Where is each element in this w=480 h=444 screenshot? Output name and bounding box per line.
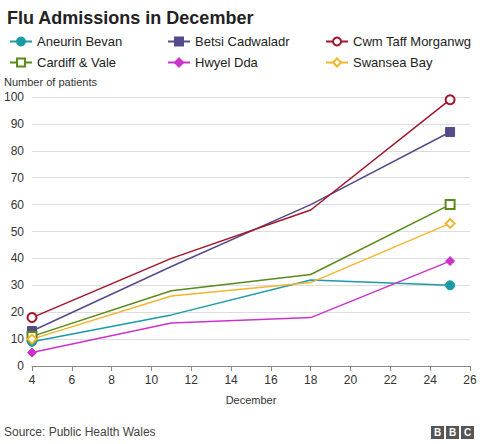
svg-text:12: 12 <box>185 373 199 387</box>
svg-text:18: 18 <box>304 373 318 387</box>
svg-text:Aneurin Bevan: Aneurin Bevan <box>37 34 122 49</box>
svg-text:16: 16 <box>264 373 278 387</box>
svg-text:Number of patients: Number of patients <box>4 76 97 88</box>
svg-text:100: 100 <box>4 90 24 104</box>
svg-text:B: B <box>434 427 441 438</box>
svg-text:4: 4 <box>29 373 36 387</box>
svg-text:Swansea Bay: Swansea Bay <box>353 55 433 70</box>
svg-text:20: 20 <box>11 305 25 319</box>
svg-text:30: 30 <box>11 278 25 292</box>
svg-text:0: 0 <box>17 359 24 373</box>
svg-text:14: 14 <box>224 373 238 387</box>
svg-text:50: 50 <box>11 225 25 239</box>
svg-text:Flu Admissions in December: Flu Admissions in December <box>7 8 253 28</box>
svg-text:Cwm Taff Morganwg: Cwm Taff Morganwg <box>353 34 471 49</box>
svg-text:Hwyel Dda: Hwyel Dda <box>195 55 259 70</box>
svg-text:26: 26 <box>463 373 477 387</box>
svg-text:90: 90 <box>11 117 25 131</box>
svg-text:10: 10 <box>145 373 159 387</box>
svg-text:8: 8 <box>108 373 115 387</box>
svg-text:80: 80 <box>11 144 25 158</box>
svg-text:70: 70 <box>11 171 25 185</box>
svg-text:B: B <box>449 427 456 438</box>
svg-text:40: 40 <box>11 251 25 265</box>
svg-text:22: 22 <box>384 373 398 387</box>
svg-text:C: C <box>464 427 471 438</box>
svg-text:24: 24 <box>424 373 438 387</box>
svg-text:20: 20 <box>344 373 358 387</box>
svg-text:Betsi Cadwaladr: Betsi Cadwaladr <box>195 34 290 49</box>
svg-text:Cardiff & Vale: Cardiff & Vale <box>37 55 116 70</box>
svg-text:December: December <box>226 394 277 406</box>
svg-text:60: 60 <box>11 198 25 212</box>
svg-text:10: 10 <box>11 332 25 346</box>
svg-text:Source: Public Health Wales: Source: Public Health Wales <box>4 425 156 439</box>
svg-text:6: 6 <box>68 373 75 387</box>
